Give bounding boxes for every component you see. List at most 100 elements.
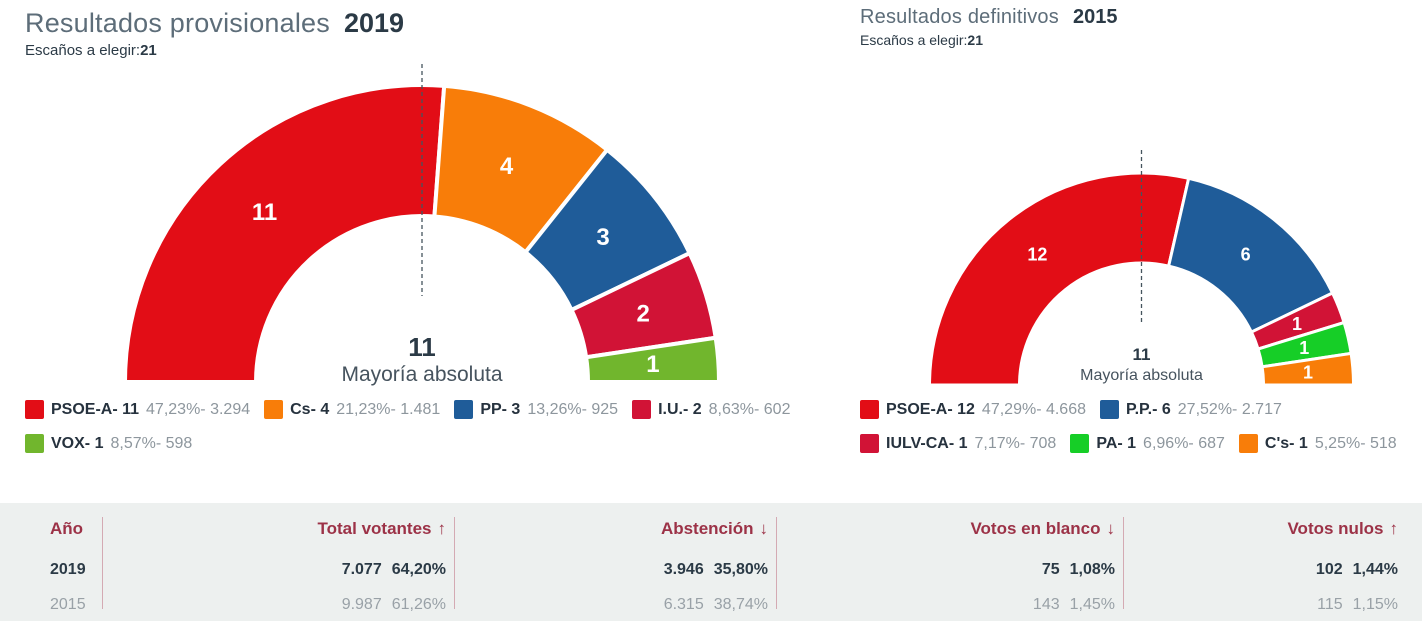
- legend-pct-votes: 47,29%- 4.668: [981, 400, 1086, 418]
- legend-party-seats: PP- 3: [480, 400, 521, 418]
- percent-value: 1,08%: [1069, 561, 1115, 578]
- legend-2015: PSOE-A- 12 47,29%- 4.668 P.P.- 6 27,52%- 2.…: [860, 399, 1422, 454]
- legend-pct-votes: 8,63%- 602: [708, 400, 791, 418]
- segment-seats-label-p-p: 6: [1241, 244, 1251, 264]
- cs-color-swatch-icon: [264, 400, 284, 419]
- year-cell-2019: 2019: [50, 561, 86, 578]
- count-value: 115: [1317, 596, 1343, 613]
- column-divider: [102, 517, 103, 609]
- legend-pct-votes: 6,96%- 687: [1143, 434, 1225, 452]
- sort-up-arrow-icon: ↑: [1389, 519, 1399, 538]
- i-u-color-swatch-icon: [632, 400, 652, 419]
- column-divider: [776, 517, 777, 609]
- value-cell-2019-votos-en-blanco: 75 1,08%: [776, 561, 1123, 579]
- count-value: 9.987: [341, 596, 382, 613]
- legend-pct-votes: 5,25%- 518: [1314, 434, 1397, 452]
- legend-item-p-p: P.P.- 6 27,52%- 2.717: [1100, 399, 1282, 420]
- legend-item-iulv-ca: IULV-CA- 1 7,17%- 708: [860, 433, 1056, 454]
- legend-party-seats: PSOE-A- 12: [886, 400, 975, 418]
- segment-seats-label-cs: 4: [500, 153, 514, 180]
- p-p-color-swatch-icon: [1100, 400, 1119, 419]
- count-value: 75: [1041, 561, 1060, 578]
- col-header-label: Votos en blanco: [970, 519, 1101, 538]
- value-cell-2019-abstencion: 3.946 35,80%: [454, 561, 776, 579]
- donut-segment-vox: [583, 335, 722, 384]
- col-header-votos-en-blanco[interactable]: Votos en blanco ↓: [776, 519, 1123, 539]
- col-header-label: Abstención: [660, 519, 754, 538]
- legend-party-seats: I.U.- 2: [658, 400, 702, 418]
- col-header-total-votantes[interactable]: Total votantes ↑: [102, 519, 454, 539]
- year-cell-2015: 2015: [50, 596, 86, 613]
- segment-seats-label-i-u: 2: [637, 300, 650, 327]
- legend-item-psoe-a: PSOE-A- 12 47,29%- 4.668: [860, 399, 1086, 420]
- legend-party-seats: Cs- 4: [290, 400, 330, 418]
- percent-value: 1,15%: [1352, 596, 1398, 613]
- column-divider: [454, 517, 455, 609]
- seats-to-elect-2019: Escaños a elegir:21: [25, 42, 404, 59]
- percent-value: 35,80%: [713, 561, 768, 578]
- legend-item-c-s: C's- 1 5,25%- 518: [1238, 433, 1397, 454]
- segment-seats-label-pa: 1: [1299, 338, 1309, 358]
- seats-to-elect-label: Escaños a elegir:: [860, 32, 968, 48]
- value-cell-2019-total-votantes: 7.077 64,20%: [102, 561, 454, 579]
- value-cell-2015-votos-nulos: 115 1,15%: [1123, 596, 1422, 614]
- count-value: 143: [1032, 596, 1060, 613]
- results-title-2019: Resultados provisionales: [25, 8, 330, 38]
- seats-to-elect-label: Escaños a elegir:: [25, 42, 141, 59]
- segment-seats-label-c-s: 1: [1303, 363, 1313, 383]
- legend-party-seats: IULV-CA- 1: [886, 434, 968, 452]
- segment-seats-label-pp: 3: [596, 224, 609, 251]
- turnout-table-grid: Año Total votantes ↑ Abstención ↓ Votos en bl…: [0, 503, 1422, 621]
- donut-segment-c-s: [1260, 351, 1356, 387]
- percent-value: 38,74%: [713, 596, 768, 613]
- value-cell-2019-votos-nulos: 102 1,44%: [1123, 561, 1422, 579]
- legend-party-seats: PA- 1: [1096, 434, 1137, 452]
- col-header-votos-nulos[interactable]: Votos nulos ↑: [1123, 519, 1422, 539]
- secondary-title: Resultados definitivos 2015: [860, 6, 1117, 29]
- results-year-2019: 2019: [343, 8, 405, 38]
- pa-color-swatch-icon: [1070, 434, 1090, 453]
- percent-value: 64,20%: [391, 561, 446, 578]
- legend-pct-votes: 7,17%- 708: [974, 434, 1057, 452]
- legend-pct-votes: 8,57%- 598: [110, 434, 193, 452]
- sort-up-arrow-icon: ↑: [437, 519, 447, 538]
- psoe-a-color-swatch-icon: [25, 400, 44, 419]
- percent-value: 61,26%: [391, 596, 446, 613]
- majority-value: 11: [1133, 345, 1151, 364]
- legend-item-pa: PA- 1 6,96%- 687: [1070, 433, 1225, 454]
- legend-item-psoe-a: PSOE-A- 11 47,23%- 3.294: [25, 399, 250, 420]
- legend-party-seats: C's- 1: [1264, 434, 1308, 452]
- pp-color-swatch-icon: [454, 400, 474, 419]
- col-header-ano[interactable]: Año: [0, 519, 102, 539]
- legend-pct-votes: 27,52%- 2.717: [1177, 400, 1282, 418]
- segment-seats-label-vox: 1: [646, 351, 659, 378]
- majority-label: Mayoría absoluta: [1080, 367, 1203, 384]
- seats-to-elect-value: 21: [140, 42, 157, 59]
- percent-value: 1,45%: [1069, 596, 1115, 613]
- count-value: 102: [1315, 561, 1343, 578]
- results-header-2015: Resultados definitivos 2015 Escaños a el…: [860, 6, 1117, 48]
- legend-pct-votes: 47,23%- 3.294: [146, 400, 251, 418]
- sort-down-arrow-icon: ↓: [1106, 519, 1116, 538]
- col-header-abstencion[interactable]: Abstención ↓: [454, 519, 776, 539]
- results-header-2019: Resultados provisionales 2019 Escaños a …: [25, 8, 404, 59]
- results-year-2015: 2015: [1072, 6, 1118, 28]
- value-cell-2015-total-votantes: 9.987 61,26%: [102, 596, 454, 614]
- value-cell-2015-abstencion: 6.315 38,74%: [454, 596, 776, 614]
- legend-2019: PSOE-A- 11 47,23%- 3.294 Cs- 4 21,23%- 1.48…: [25, 399, 825, 454]
- segment-seats-label-psoe-a: 11: [252, 199, 277, 226]
- legend-party-seats: VOX- 1: [51, 434, 104, 452]
- col-header-label: Total votantes: [317, 519, 432, 538]
- results-title-2015: Resultados definitivos: [860, 6, 1059, 28]
- c-s-color-swatch-icon: [1238, 434, 1258, 453]
- segment-seats-label-psoe-a: 12: [1027, 244, 1047, 264]
- value-cell-2015-votos-en-blanco: 143 1,45%: [776, 596, 1123, 614]
- legend-pct-votes: 13,26%- 925: [527, 400, 619, 418]
- col-header-label: Votos nulos: [1287, 519, 1384, 538]
- legend-item-pp: PP- 3 13,26%- 925: [454, 399, 618, 420]
- col-header-label: Año: [50, 519, 84, 538]
- vox-color-swatch-icon: [25, 434, 44, 453]
- percent-value: 1,44%: [1352, 561, 1398, 578]
- iulv-ca-color-swatch-icon: [860, 434, 879, 453]
